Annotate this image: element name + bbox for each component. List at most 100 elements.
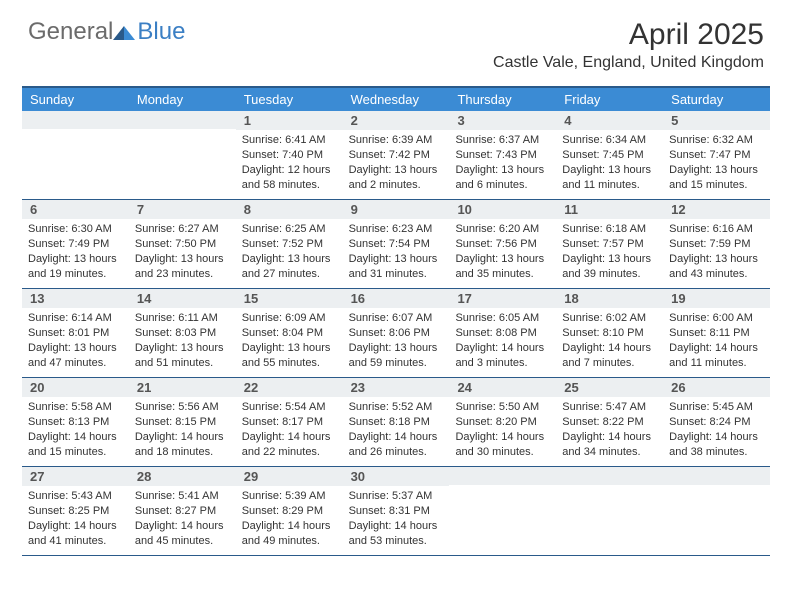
day-number: 21	[129, 378, 236, 397]
day-cell: 2Sunrise: 6:39 AMSunset: 7:42 PMDaylight…	[343, 111, 450, 199]
day-cell: 22Sunrise: 5:54 AMSunset: 8:17 PMDayligh…	[236, 378, 343, 466]
sunrise-text: Sunrise: 6:25 AM	[242, 222, 337, 237]
daylight-text: Daylight: 14 hours and 30 minutes.	[455, 430, 550, 460]
sunset-text: Sunset: 8:25 PM	[28, 504, 123, 519]
day-body: Sunrise: 5:37 AMSunset: 8:31 PMDaylight:…	[343, 486, 450, 554]
sunset-text: Sunset: 7:45 PM	[562, 148, 657, 163]
daylight-text: Daylight: 14 hours and 45 minutes.	[135, 519, 230, 549]
sunset-text: Sunset: 8:31 PM	[349, 504, 444, 519]
day-cell: 6Sunrise: 6:30 AMSunset: 7:49 PMDaylight…	[22, 200, 129, 288]
day-body: Sunrise: 5:54 AMSunset: 8:17 PMDaylight:…	[236, 397, 343, 465]
day-cell: 4Sunrise: 6:34 AMSunset: 7:45 PMDaylight…	[556, 111, 663, 199]
day-body: Sunrise: 6:32 AMSunset: 7:47 PMDaylight:…	[663, 130, 770, 198]
day-body: Sunrise: 6:41 AMSunset: 7:40 PMDaylight:…	[236, 130, 343, 198]
daylight-text: Daylight: 13 hours and 39 minutes.	[562, 252, 657, 282]
sunrise-text: Sunrise: 6:34 AM	[562, 133, 657, 148]
day-cell: 24Sunrise: 5:50 AMSunset: 8:20 PMDayligh…	[449, 378, 556, 466]
sunset-text: Sunset: 8:13 PM	[28, 415, 123, 430]
sunrise-text: Sunrise: 5:43 AM	[28, 489, 123, 504]
day-number: 8	[236, 200, 343, 219]
daylight-text: Daylight: 13 hours and 31 minutes.	[349, 252, 444, 282]
day-body: Sunrise: 6:20 AMSunset: 7:56 PMDaylight:…	[449, 219, 556, 287]
title-block: April 2025 Castle Vale, England, United …	[493, 18, 764, 72]
day-number: 11	[556, 200, 663, 219]
day-body: Sunrise: 5:58 AMSunset: 8:13 PMDaylight:…	[22, 397, 129, 465]
sunrise-text: Sunrise: 5:56 AM	[135, 400, 230, 415]
sunset-text: Sunset: 8:06 PM	[349, 326, 444, 341]
location: Castle Vale, England, United Kingdom	[493, 54, 764, 72]
day-number: 17	[449, 289, 556, 308]
day-body	[449, 485, 556, 494]
logo: General Blue	[28, 18, 185, 46]
day-cell: 7Sunrise: 6:27 AMSunset: 7:50 PMDaylight…	[129, 200, 236, 288]
day-body: Sunrise: 6:39 AMSunset: 7:42 PMDaylight:…	[343, 130, 450, 198]
day-body: Sunrise: 5:56 AMSunset: 8:15 PMDaylight:…	[129, 397, 236, 465]
sunrise-text: Sunrise: 5:50 AM	[455, 400, 550, 415]
daylight-text: Daylight: 14 hours and 49 minutes.	[242, 519, 337, 549]
day-number: 19	[663, 289, 770, 308]
sunset-text: Sunset: 8:24 PM	[669, 415, 764, 430]
day-cell: 14Sunrise: 6:11 AMSunset: 8:03 PMDayligh…	[129, 289, 236, 377]
sunrise-text: Sunrise: 6:00 AM	[669, 311, 764, 326]
logo-text-blue: Blue	[137, 18, 185, 46]
day-cell: 25Sunrise: 5:47 AMSunset: 8:22 PMDayligh…	[556, 378, 663, 466]
sunrise-text: Sunrise: 6:07 AM	[349, 311, 444, 326]
week-row: 20Sunrise: 5:58 AMSunset: 8:13 PMDayligh…	[22, 378, 770, 467]
day-number: 20	[22, 378, 129, 397]
week-row: 13Sunrise: 6:14 AMSunset: 8:01 PMDayligh…	[22, 289, 770, 378]
day-cell: 21Sunrise: 5:56 AMSunset: 8:15 PMDayligh…	[129, 378, 236, 466]
weekday-header: Tuesday	[236, 88, 343, 111]
daylight-text: Daylight: 13 hours and 43 minutes.	[669, 252, 764, 282]
daylight-text: Daylight: 14 hours and 22 minutes.	[242, 430, 337, 460]
sunrise-text: Sunrise: 6:09 AM	[242, 311, 337, 326]
day-cell: 29Sunrise: 5:39 AMSunset: 8:29 PMDayligh…	[236, 467, 343, 555]
sunrise-text: Sunrise: 5:52 AM	[349, 400, 444, 415]
day-body: Sunrise: 6:02 AMSunset: 8:10 PMDaylight:…	[556, 308, 663, 376]
weekday-header-row: Sunday Monday Tuesday Wednesday Thursday…	[22, 88, 770, 111]
day-number: 3	[449, 111, 556, 130]
sunrise-text: Sunrise: 6:39 AM	[349, 133, 444, 148]
daylight-text: Daylight: 14 hours and 26 minutes.	[349, 430, 444, 460]
sunset-text: Sunset: 7:40 PM	[242, 148, 337, 163]
day-body: Sunrise: 6:18 AMSunset: 7:57 PMDaylight:…	[556, 219, 663, 287]
daylight-text: Daylight: 14 hours and 34 minutes.	[562, 430, 657, 460]
sunrise-text: Sunrise: 6:20 AM	[455, 222, 550, 237]
sunrise-text: Sunrise: 6:18 AM	[562, 222, 657, 237]
sunset-text: Sunset: 8:20 PM	[455, 415, 550, 430]
day-number	[663, 467, 770, 485]
day-body	[556, 485, 663, 494]
sunrise-text: Sunrise: 6:27 AM	[135, 222, 230, 237]
day-number: 16	[343, 289, 450, 308]
calendar: Sunday Monday Tuesday Wednesday Thursday…	[22, 86, 770, 556]
day-number: 13	[22, 289, 129, 308]
day-cell: 10Sunrise: 6:20 AMSunset: 7:56 PMDayligh…	[449, 200, 556, 288]
weekday-header: Wednesday	[343, 88, 450, 111]
day-number	[129, 111, 236, 129]
sunset-text: Sunset: 8:01 PM	[28, 326, 123, 341]
day-cell	[663, 467, 770, 555]
sunrise-text: Sunrise: 5:45 AM	[669, 400, 764, 415]
weekday-header: Friday	[556, 88, 663, 111]
daylight-text: Daylight: 14 hours and 7 minutes.	[562, 341, 657, 371]
day-body: Sunrise: 5:39 AMSunset: 8:29 PMDaylight:…	[236, 486, 343, 554]
day-cell: 12Sunrise: 6:16 AMSunset: 7:59 PMDayligh…	[663, 200, 770, 288]
day-number: 4	[556, 111, 663, 130]
daylight-text: Daylight: 14 hours and 15 minutes.	[28, 430, 123, 460]
week-row: 6Sunrise: 6:30 AMSunset: 7:49 PMDaylight…	[22, 200, 770, 289]
day-body: Sunrise: 5:47 AMSunset: 8:22 PMDaylight:…	[556, 397, 663, 465]
day-body: Sunrise: 6:14 AMSunset: 8:01 PMDaylight:…	[22, 308, 129, 376]
day-number	[22, 111, 129, 129]
sunrise-text: Sunrise: 6:16 AM	[669, 222, 764, 237]
day-cell: 28Sunrise: 5:41 AMSunset: 8:27 PMDayligh…	[129, 467, 236, 555]
sunset-text: Sunset: 8:15 PM	[135, 415, 230, 430]
day-cell: 3Sunrise: 6:37 AMSunset: 7:43 PMDaylight…	[449, 111, 556, 199]
daylight-text: Daylight: 13 hours and 15 minutes.	[669, 163, 764, 193]
day-body	[22, 129, 129, 138]
daylight-text: Daylight: 13 hours and 6 minutes.	[455, 163, 550, 193]
day-body: Sunrise: 5:50 AMSunset: 8:20 PMDaylight:…	[449, 397, 556, 465]
day-cell	[22, 111, 129, 199]
sunset-text: Sunset: 8:08 PM	[455, 326, 550, 341]
daylight-text: Daylight: 13 hours and 55 minutes.	[242, 341, 337, 371]
month-title: April 2025	[493, 18, 764, 52]
day-cell	[556, 467, 663, 555]
